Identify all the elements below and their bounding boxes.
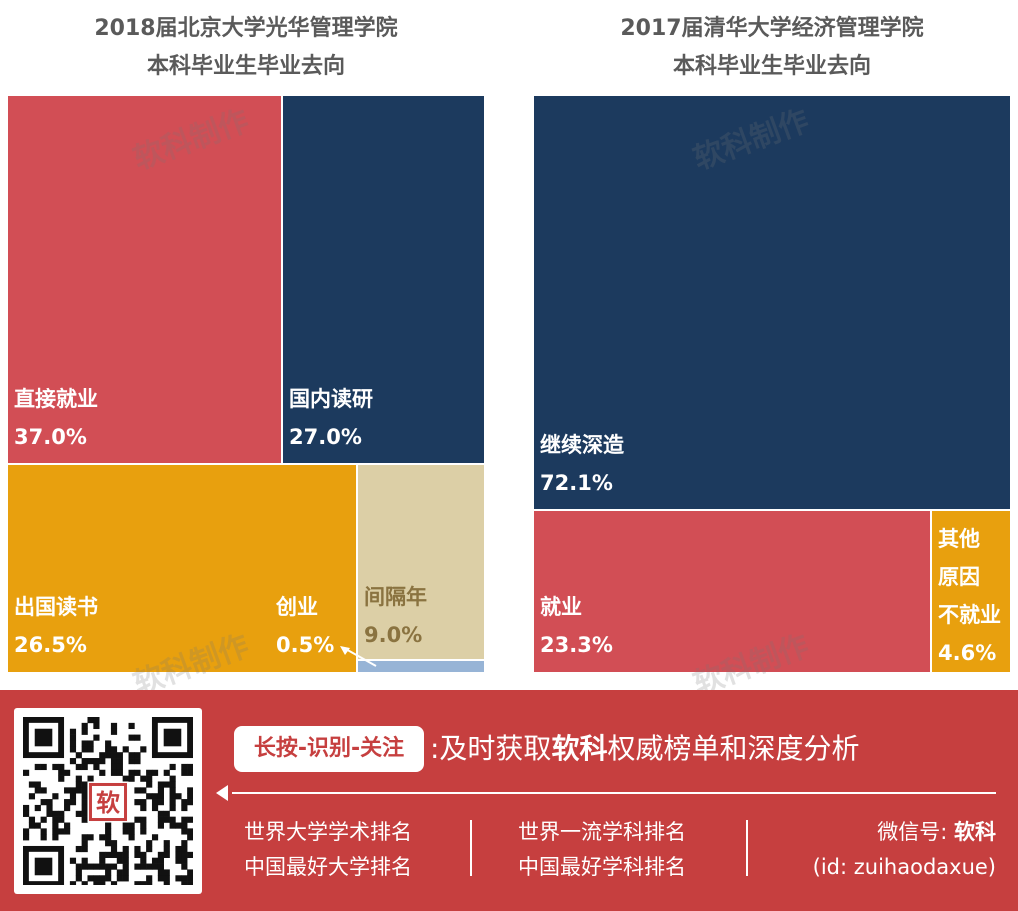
tile-employment [534, 511, 930, 672]
tile-other-unemployed [932, 511, 1010, 672]
qr-code-pattern: 软 [23, 717, 193, 885]
tile-employment-label: 就业 23.3% [540, 588, 613, 664]
tile-domestic-grad-category: 国内读研 [289, 387, 373, 411]
right-chart-title: 2017届清华大学经济管理学院 本科毕业生毕业去向 [534, 10, 1010, 86]
wechat-label: 微信号: [877, 820, 954, 844]
footer-divider [232, 792, 996, 794]
column-divider-2 [746, 820, 748, 876]
tile-employment-category: 就业 [540, 595, 582, 619]
link-world-university-ranking[interactable]: 世界大学学术排名 [244, 820, 412, 844]
wechat-id: (id: zuihaodaxue) [812, 855, 996, 879]
tile-other-unemployed-category: 原因 [938, 565, 980, 589]
tile-startup [358, 661, 484, 672]
links-column-1: 世界大学学术排名 中国最好大学排名 [244, 815, 412, 885]
left-chart-title: 2018届北京大学光华管理学院 本科毕业生毕业去向 [8, 10, 484, 86]
qr-code[interactable]: 软 [14, 708, 202, 894]
tile-study-abroad-category: 出国读书 [14, 595, 98, 619]
wechat-info: 微信号: 软科 (id: zuihaodaxue) [813, 815, 996, 885]
tile-gap-year-value: 9.0% [364, 623, 423, 647]
links-column-2: 世界一流学科排名 中国最好学科排名 [518, 815, 686, 885]
pointer-triangle-icon [216, 785, 228, 801]
tile-further-study-category: 继续深造 [540, 433, 624, 457]
startup-leader-arrow-icon [340, 646, 377, 667]
qr-logo-icon: 软 [96, 789, 120, 817]
link-world-subject-ranking[interactable]: 世界一流学科排名 [518, 820, 686, 844]
tile-employment-value: 23.3% [540, 633, 613, 657]
tile-study-abroad [8, 465, 356, 672]
footer-banner: 软 长按-识别-关注 :及时获取软科权威榜单和深度分析 世界大学学术排名 中国最… [0, 690, 1018, 911]
left-title-line-1: 2018届北京大学光华管理学院 [94, 16, 398, 41]
column-divider-1 [470, 820, 472, 876]
tile-direct-employment [8, 96, 281, 463]
tile-direct-employment-value: 37.0% [14, 425, 87, 449]
tile-startup-value: 0.5% [276, 633, 335, 657]
slogan: :及时获取软科权威榜单和深度分析 [430, 726, 859, 772]
tile-further-study-value: 72.1% [540, 471, 613, 495]
wechat-name: 软科 [954, 820, 996, 844]
tile-further-study [534, 96, 1010, 509]
tile-domestic-grad-value: 27.0% [289, 425, 362, 449]
tile-other-unemployed-label: 其他原因不就业 4.6% [938, 520, 1001, 672]
right-title-line-2: 本科毕业生毕业去向 [672, 54, 871, 79]
tile-gap-year-category: 间隔年 [364, 585, 427, 609]
right-title-line-1: 2017届清华大学经济管理学院 [620, 16, 924, 41]
slogan-prefix: :及时获取 [430, 732, 552, 765]
tile-domestic-grad [283, 96, 484, 463]
tile-startup-category: 创业 [276, 595, 318, 619]
tile-other-unemployed-category: 不就业 [938, 603, 1001, 627]
tile-other-unemployed-value: 4.6% [938, 641, 997, 665]
tile-other-unemployed-category: 其他 [938, 527, 980, 551]
tile-gap-year-label: 间隔年 9.0% [364, 578, 427, 654]
tile-direct-employment-label: 直接就业 37.0% [14, 380, 98, 456]
tile-study-abroad-value: 26.5% [14, 633, 87, 657]
left-title-line-2: 本科毕业生毕业去向 [146, 54, 345, 79]
treemap-area: 直接就业 37.0% 国内读研 27.0% 出国读书 26.5% 间隔年 9.0% 创业 0.5%… [8, 96, 1010, 672]
link-china-university-ranking[interactable]: 中国最好大学排名 [244, 855, 412, 879]
tile-direct-employment-category: 直接就业 [14, 387, 98, 411]
tile-domestic-grad-label: 国内读研 27.0% [289, 380, 373, 456]
tile-startup-label: 创业 0.5% [276, 588, 334, 664]
tile-gap-year [358, 465, 484, 659]
link-china-subject-ranking[interactable]: 中国最好学科排名 [518, 855, 686, 879]
tile-further-study-label: 继续深造 72.1% [540, 426, 624, 502]
slogan-brand: 软科 [551, 732, 608, 765]
slogan-suffix: 权威榜单和深度分析 [607, 732, 860, 765]
follow-cta: 长按-识别-关注 [234, 726, 424, 772]
tile-study-abroad-label: 出国读书 26.5% [14, 588, 98, 664]
